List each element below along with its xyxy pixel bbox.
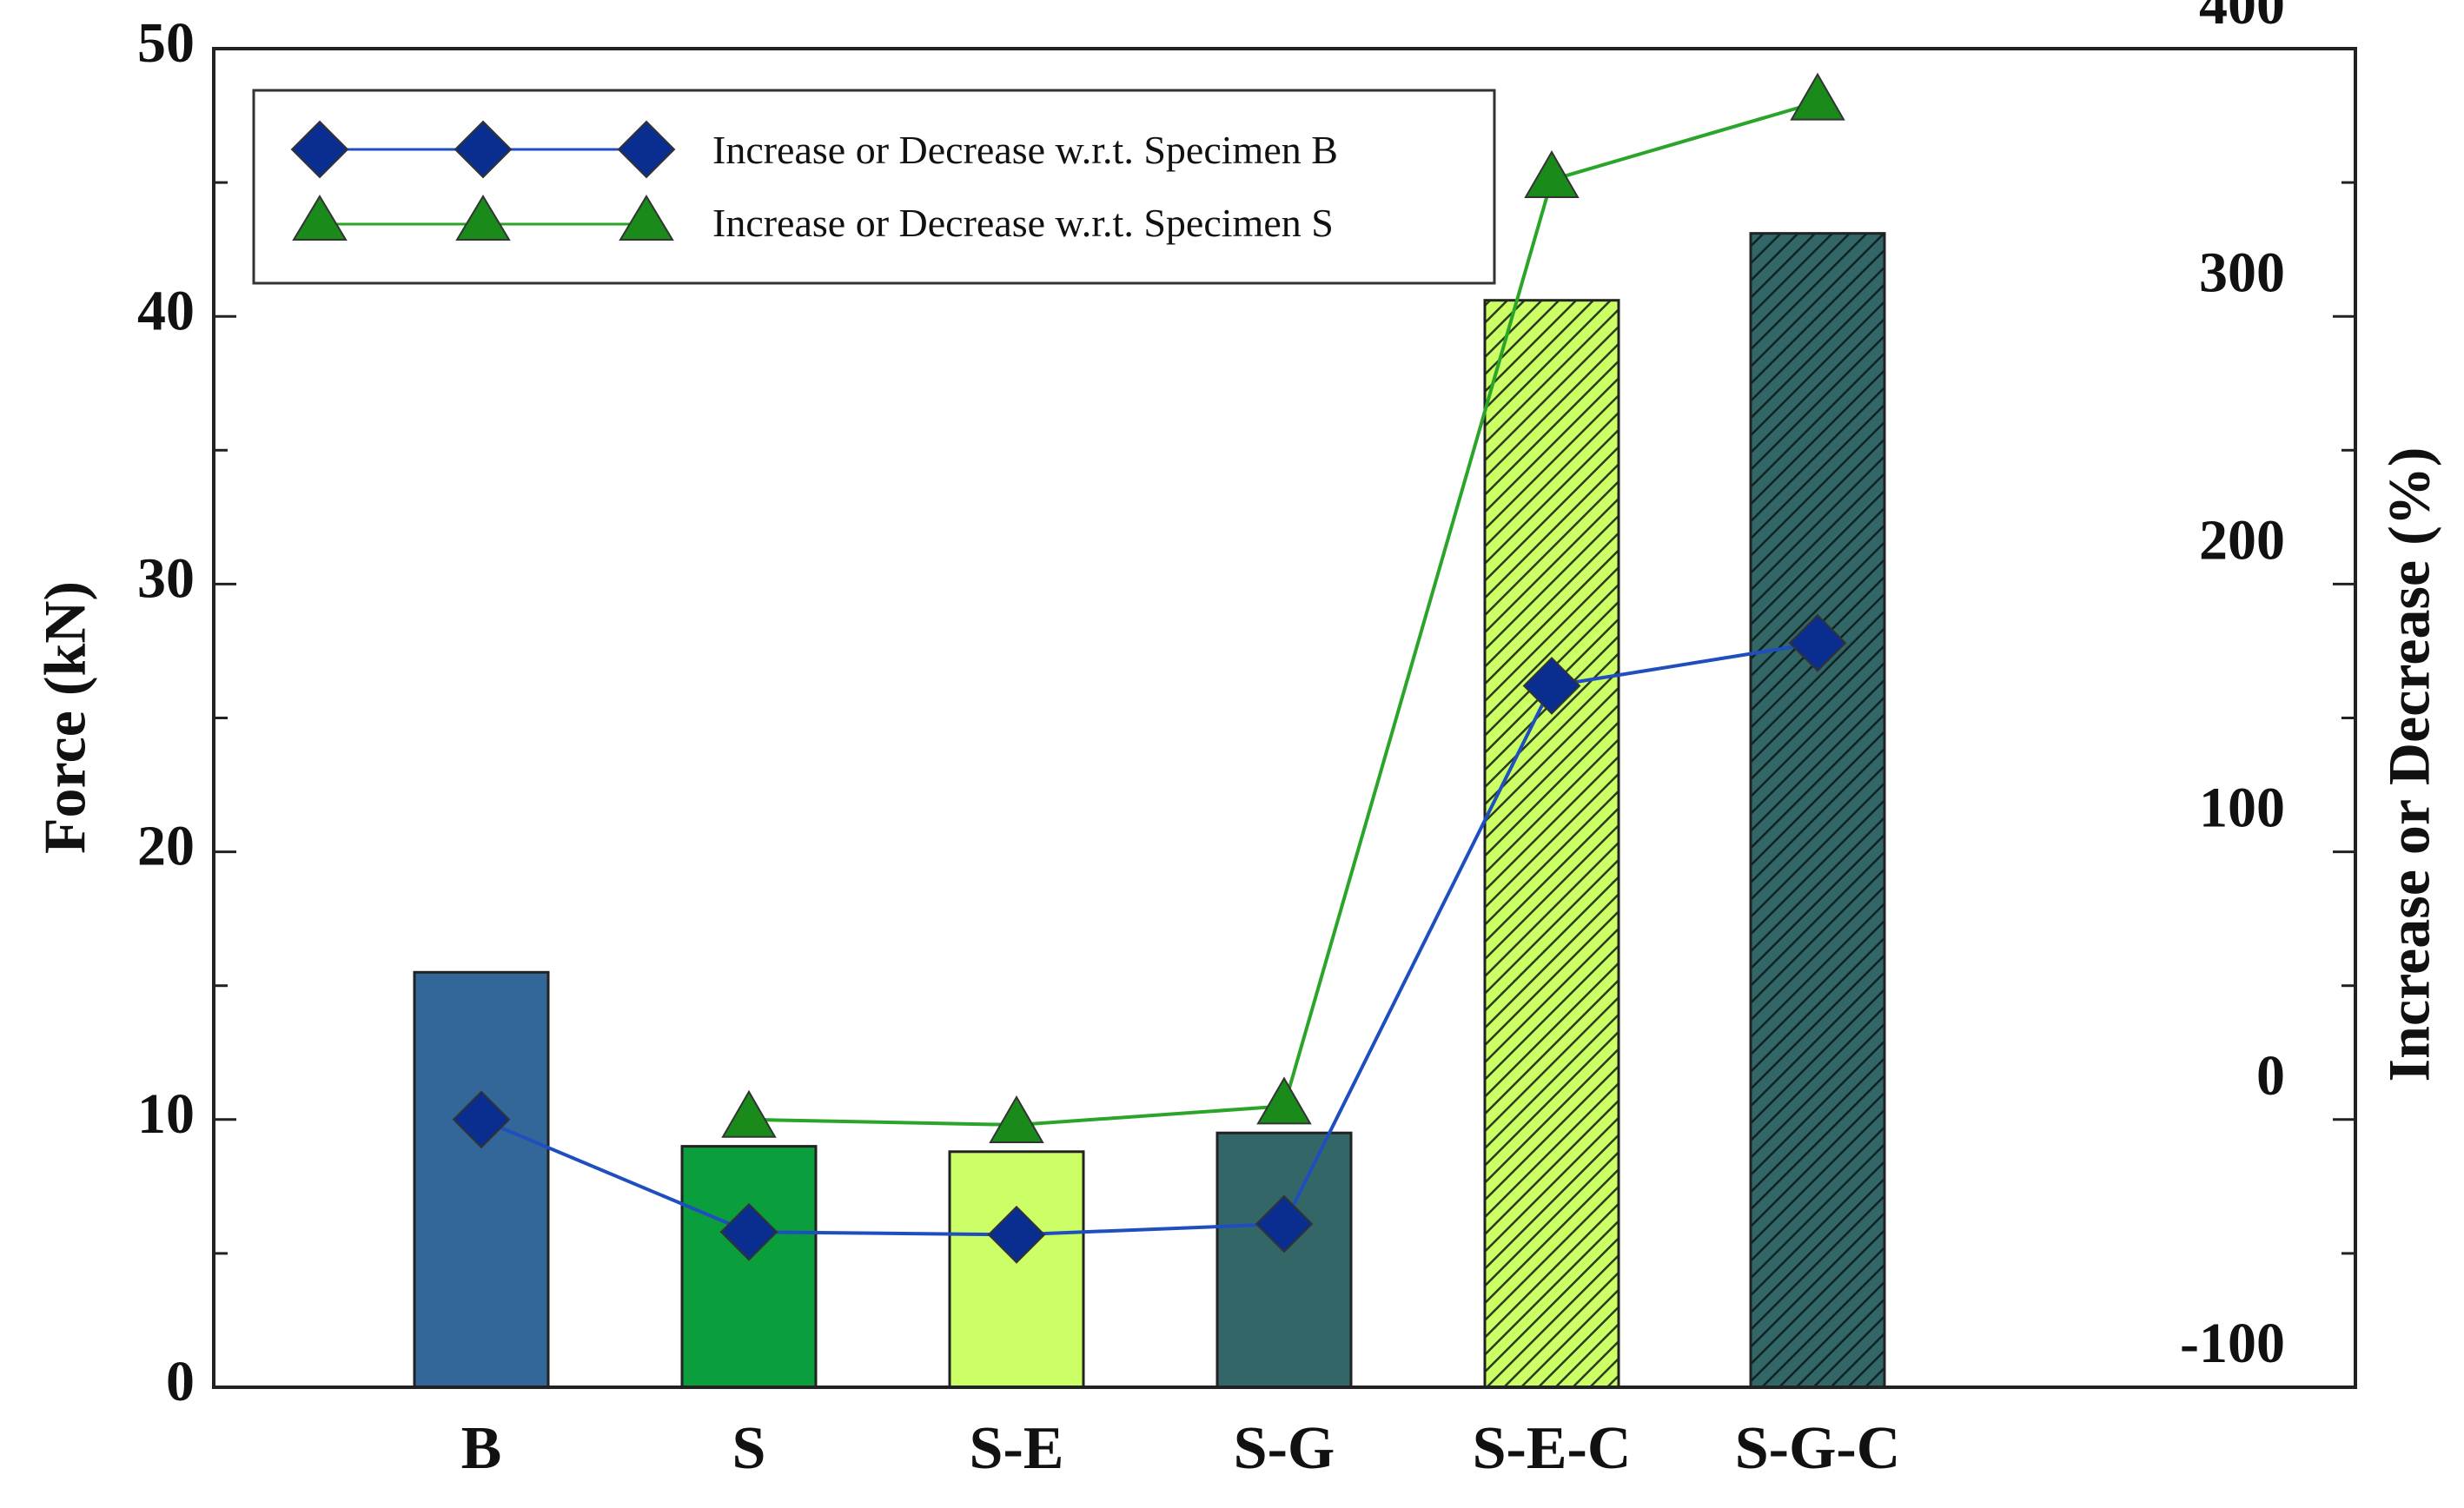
left-tick-label: 30 [137,547,195,611]
left-tick-label: 50 [137,11,195,75]
category-label: S-G [1234,1415,1335,1482]
triangle-marker [1790,72,1845,121]
legend-triangle-marker [619,195,674,241]
legend: Increase or Decrease w.r.t. Specimen B I… [252,89,1496,285]
y-axis-right-title: Increase or Decrease (%) [2376,447,2442,1082]
left-tick-label: 40 [137,279,195,342]
left-tick-label: 10 [137,1082,195,1146]
bar-s-e [948,1150,1085,1389]
bar-b [413,970,550,1389]
right-tick-label: 400 [2199,0,2285,36]
bar-s-g [1215,1131,1353,1389]
triangle-marker [1256,1076,1312,1125]
right-tick-label: 0 [2256,1044,2285,1108]
category-label: B [461,1415,502,1482]
category-label: S-G-C [1735,1415,1901,1482]
category-label: S-E [970,1415,1064,1482]
right-tick-label: 300 [2199,241,2285,304]
legend-diamond-marker [290,120,349,179]
right-axis: -100 0 100 200 300 400 [2180,0,2355,1389]
category-label: S [732,1415,766,1482]
bar-s-e-c [1483,299,1620,1389]
left-tick-label: 0 [166,1350,195,1413]
diamond-marker [1255,1194,1314,1253]
right-tick-label: 200 [2199,509,2285,572]
legend-label-s: Increase or Decrease w.r.t. Specimen S [712,201,1334,245]
left-axis: 0 10 20 30 40 50 [137,11,236,1413]
legend-diamond-marker [617,120,676,179]
bar-s-g-c [1749,232,1886,1389]
legend-triangle-marker [292,195,348,241]
y-axis-title: Force (kN) [32,581,98,854]
legend-diamond-marker [454,120,513,179]
legend-label-b: Increase or Decrease w.r.t. Specimen B [712,128,1338,172]
diamond-marker [719,1202,778,1261]
diamond-marker [987,1205,1046,1264]
category-label: S-E-C [1473,1415,1632,1482]
category-axis: B S S-E S-G S-E-C S-G-C [461,1415,1901,1482]
triangle-marker [989,1095,1044,1143]
diamond-marker [1788,613,1847,672]
bars-layer [413,232,1886,1389]
right-tick-label: 100 [2199,777,2285,840]
lines-layer [452,72,1847,1264]
triangle-marker [721,1089,777,1138]
diamond-marker [1522,657,1581,715]
right-tick-label: -100 [2180,1312,2285,1375]
legend-triangle-marker [455,195,511,241]
series-line-b [480,641,1818,1237]
diamond-marker [452,1090,511,1149]
bar-s [680,1145,818,1389]
legend-box [252,89,1496,285]
triangle-marker [1524,150,1580,199]
left-tick-label: 20 [137,815,195,878]
